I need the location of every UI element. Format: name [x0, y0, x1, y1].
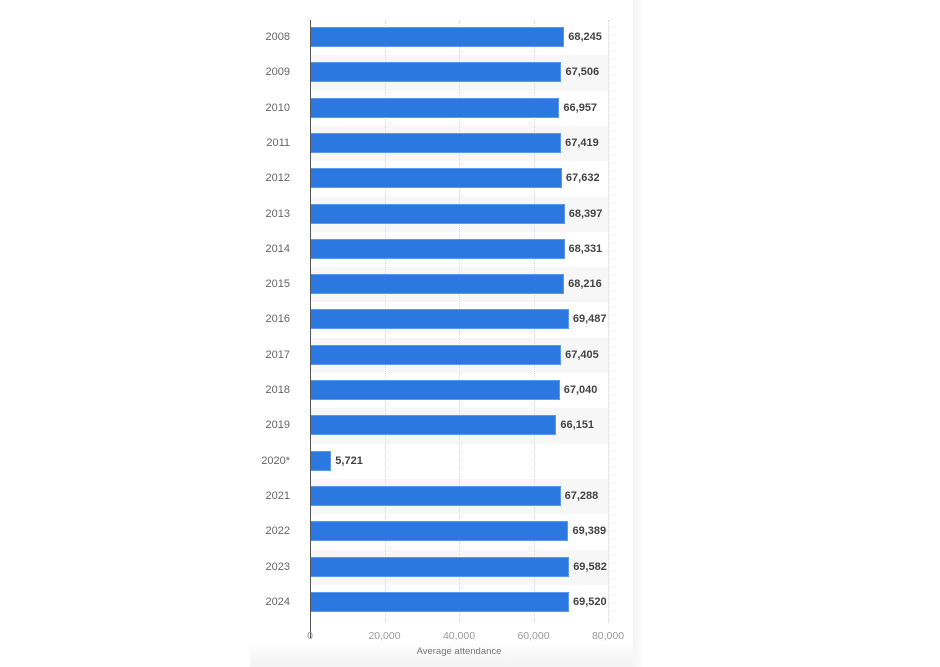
value-label: 68,245 [568, 31, 602, 43]
value-label: 67,040 [563, 384, 598, 396]
bar-row: 2012 67,632 [250, 161, 633, 196]
bar[interactable] [310, 27, 565, 47]
x-tick-label: 40,000 [442, 630, 476, 642]
bar[interactable] [310, 521, 569, 542]
bar-row: 2015 68,216 [250, 267, 633, 302]
value-label: 67,506 [565, 66, 600, 79]
bar[interactable] [310, 203, 565, 224]
category-label: 2023 [265, 560, 290, 573]
category-label: 2012 [265, 172, 290, 185]
bar-row: 2011 67,419 [250, 126, 633, 161]
bar-row: 2008 68,245 [250, 20, 633, 55]
category-label: 2008 [265, 31, 290, 43]
bar-row: 2014 68,331 [250, 232, 633, 267]
category-label: 2019 [265, 419, 290, 432]
bar-row: 2010 66,957 [250, 91, 633, 126]
value-label: 68,331 [568, 242, 603, 255]
bar-row: 2013 68,397 [250, 197, 633, 232]
bar[interactable] [310, 97, 560, 118]
category-label: 2022 [265, 525, 290, 538]
category-label: 2010 [265, 101, 290, 114]
x-axis-label: Average attendance [416, 646, 502, 657]
x-tick-label: 80,000 [591, 630, 625, 642]
value-label: 67,288 [564, 489, 599, 502]
bar[interactable] [310, 168, 562, 189]
bar-row: 2020* 5,721 [250, 444, 633, 479]
bar-row: 2018 67,040 [250, 373, 633, 408]
bar[interactable] [310, 238, 565, 259]
gridline [608, 20, 609, 622]
card-bottom-fade [250, 640, 633, 667]
category-label: 2013 [265, 207, 290, 220]
bar[interactable] [310, 591, 569, 612]
bar[interactable] [310, 344, 562, 365]
bar[interactable] [310, 450, 332, 471]
category-label: 2017 [265, 348, 290, 361]
category-label: 2016 [265, 313, 290, 326]
value-label: 5,721 [335, 454, 363, 467]
category-label: 2011 [266, 136, 290, 149]
category-label: 2009 [265, 66, 290, 79]
bar[interactable] [310, 132, 562, 153]
category-label: 2021 [265, 489, 290, 502]
bar[interactable] [310, 380, 560, 400]
x-tick-label: 60,000 [517, 630, 550, 642]
value-label: 69,389 [572, 525, 607, 538]
category-label: 2020* [261, 454, 290, 467]
bar-row: 2016 69,487 [250, 302, 633, 337]
bar-row: 2023 69,582 [250, 550, 633, 585]
bar-row: 2019 66,151 [250, 408, 633, 443]
bar-row: 2017 67,405 [250, 338, 633, 373]
value-label: 66,151 [560, 419, 595, 432]
value-label: 69,487 [572, 313, 607, 326]
value-label: 69,582 [573, 560, 607, 573]
x-tick-label: 0 [307, 630, 313, 642]
bar-row: 2021 67,288 [250, 479, 633, 514]
value-label: 69,520 [572, 595, 607, 608]
value-label: 66,957 [563, 101, 598, 114]
bar[interactable] [310, 415, 557, 436]
value-label: 67,632 [565, 172, 600, 185]
bar-row: 2024 69,520 [250, 585, 633, 620]
y-axis-line [310, 20, 311, 638]
category-label: 2015 [265, 278, 290, 291]
category-label: 2024 [265, 595, 290, 608]
card-shadow [633, 0, 645, 667]
value-label: 68,397 [568, 207, 603, 220]
value-label: 68,216 [568, 278, 602, 291]
bar[interactable] [310, 556, 570, 577]
category-label: 2018 [265, 384, 290, 396]
category-label: 2014 [265, 242, 290, 255]
x-tick-label: 20,000 [368, 630, 401, 642]
bar-row: 2022 69,389 [250, 514, 633, 549]
bar[interactable] [310, 274, 565, 295]
bar[interactable] [310, 309, 569, 330]
bar-row: 2009 67,506 [250, 55, 633, 90]
value-label: 67,419 [565, 136, 599, 149]
bar[interactable] [310, 62, 562, 83]
bar[interactable] [310, 485, 561, 506]
value-label: 67,405 [565, 348, 599, 361]
